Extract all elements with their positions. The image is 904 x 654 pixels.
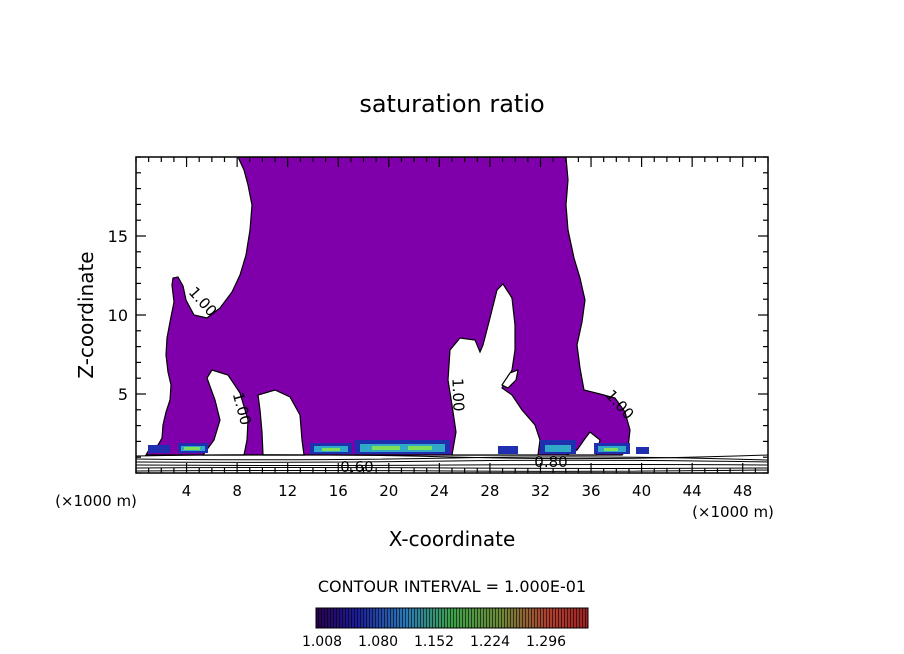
contour-interval-label: CONTOUR INTERVAL = 1.000E-01: [318, 577, 586, 596]
x-tick-label: 32: [531, 482, 550, 500]
unsaturated-pocket: [447, 283, 541, 456]
y-tick-label: 10: [108, 306, 128, 325]
x-tick-label: 40: [632, 482, 651, 500]
unsaturated-pocket: [201, 369, 249, 456]
x-tick-label: 8: [232, 482, 242, 500]
y-axis-label: Z-coordinate: [74, 251, 98, 378]
colorbar-tick-label: 1.152: [414, 634, 454, 650]
x-axis-label: X-coordinate: [389, 527, 516, 551]
unsaturated-pocket: [257, 389, 305, 456]
colorbar-tick-label: 1.008: [302, 634, 342, 650]
contour-label: 0.80: [534, 453, 567, 471]
colorbar-tick-label: 1.224: [470, 634, 510, 650]
contour-label: 1.00: [448, 378, 467, 412]
cloud-base-bands: [148, 440, 649, 454]
x-tick-label: 28: [480, 482, 499, 500]
unsaturated-pocket: [501, 369, 519, 389]
y-tick-label: 15: [108, 227, 128, 246]
axis-ticks: [135, 156, 769, 474]
colorbar: [315, 607, 589, 629]
x-tick-label: 48: [733, 482, 752, 500]
x-tick-label: 20: [379, 482, 398, 500]
x-tick-label: 12: [278, 482, 297, 500]
y-tick-labels: 5 10 15: [108, 227, 128, 404]
x-tick-label: 44: [683, 482, 702, 500]
colorbar-tick-labels: 1.008 1.080 1.152 1.224 1.296: [302, 634, 566, 650]
x-tick-labels: 4 8 12 16 20 24 28 32 36 40 44 48: [182, 482, 752, 500]
x-unit-label-right: (×1000 m): [692, 503, 774, 521]
x-tick-label: 4: [182, 482, 192, 500]
x-tick-label: 36: [581, 482, 600, 500]
colorbar-tick-label: 1.080: [358, 634, 398, 650]
x-unit-label-left: (×1000 m): [55, 492, 137, 510]
unsaturated-pocket: [565, 431, 601, 456]
plot-area: 1.00 1.00 1.00 1.00 0.60 0.80: [136, 157, 768, 476]
y-tick-label: 5: [118, 385, 128, 404]
colorbar-tick-label: 1.296: [526, 634, 566, 650]
contour-label: 0.60: [340, 458, 373, 476]
chart-title: saturation ratio: [359, 90, 544, 118]
x-tick-label: 24: [430, 482, 449, 500]
x-tick-label: 16: [329, 482, 348, 500]
